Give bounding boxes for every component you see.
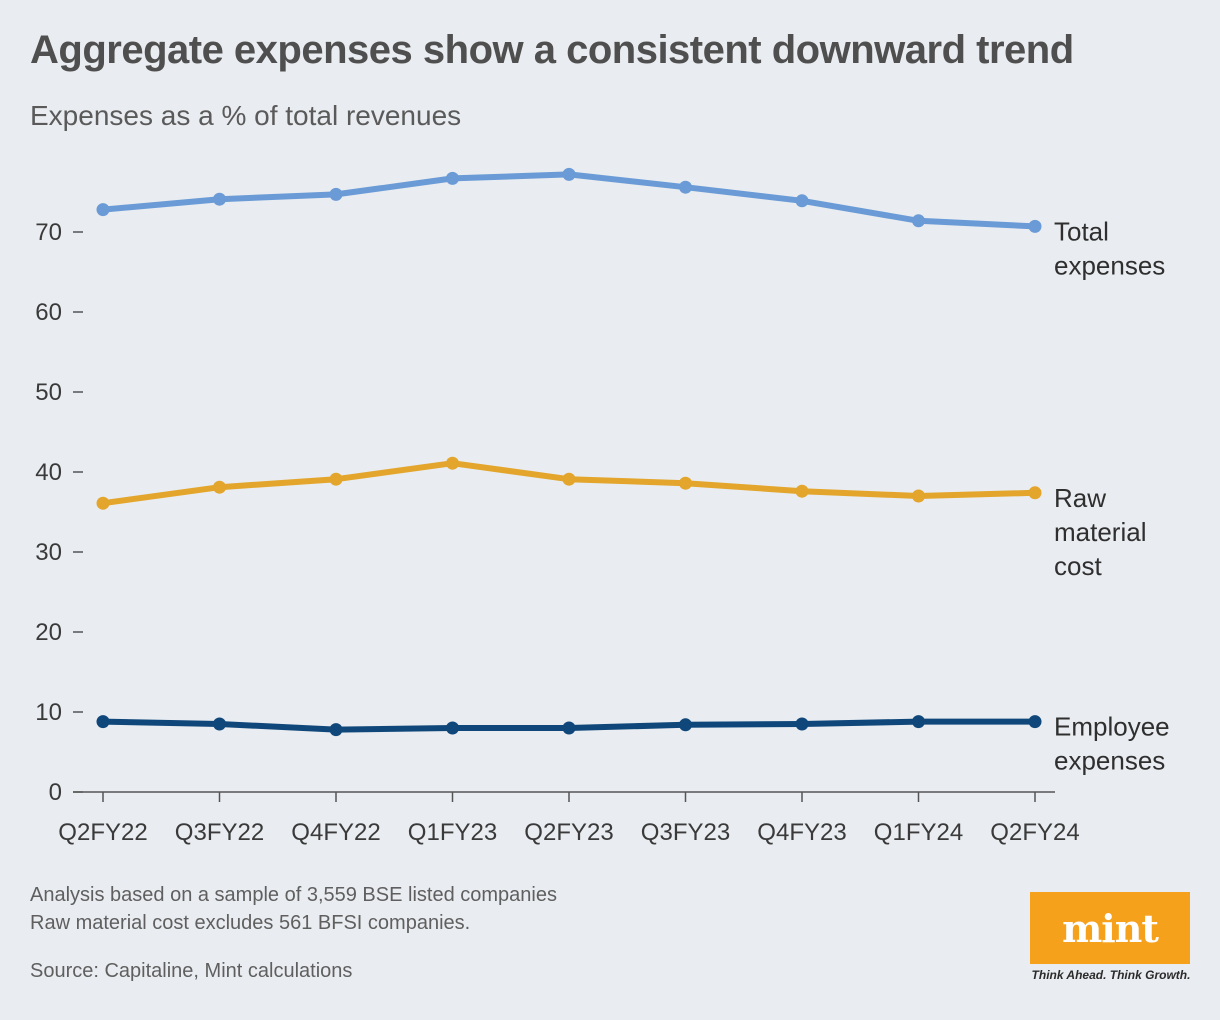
- footnote-sample: Analysis based on a sample of 3,559 BSE …: [30, 884, 557, 906]
- point-raw-material-cost-Q4FY22: [329, 472, 343, 486]
- footnote-exclusion: Raw material cost excludes 561 BFSI comp…: [30, 912, 471, 934]
- x-tick-label-Q4FY22: Q4FY22: [291, 819, 380, 846]
- x-tick-label-Q2FY23: Q2FY23: [524, 819, 613, 846]
- y-tick-label-10: 10: [35, 699, 62, 726]
- series-label-employee-expenses-0: Employee: [1054, 712, 1170, 742]
- point-total-expenses-Q1FY23: [446, 171, 459, 185]
- series-label-employee-expenses-1: expenses: [1054, 746, 1165, 776]
- series-label-raw-material-cost-2: cost: [1054, 551, 1102, 581]
- point-total-expenses-Q2FY23: [562, 167, 576, 181]
- x-tick-label-Q2FY22: Q2FY22: [58, 819, 147, 846]
- x-tick-label-Q3FY22: Q3FY22: [175, 819, 264, 846]
- point-total-expenses-Q2FY24: [1028, 219, 1042, 233]
- mint-logo: mint: [1030, 892, 1190, 964]
- point-total-expenses-Q2FY22: [96, 203, 110, 217]
- y-tick-label-40: 40: [35, 459, 62, 486]
- point-raw-material-cost-Q1FY24: [912, 489, 925, 503]
- point-total-expenses-Q4FY22: [329, 187, 343, 201]
- x-tick-label-Q4FY23: Q4FY23: [757, 819, 846, 846]
- point-raw-material-cost-Q4FY23: [795, 484, 809, 498]
- series-label-raw-material-cost-0: Raw: [1054, 483, 1106, 513]
- y-tick-label-0: 0: [49, 779, 62, 806]
- point-employee-expenses-Q4FY22: [329, 723, 343, 737]
- x-tick-label-Q1FY24: Q1FY24: [874, 819, 963, 846]
- y-tick-label-70: 70: [35, 219, 62, 246]
- point-employee-expenses-Q2FY24: [1028, 715, 1042, 729]
- point-employee-expenses-Q3FY23: [679, 718, 692, 732]
- point-employee-expenses-Q1FY24: [912, 715, 925, 729]
- y-tick-label-60: 60: [35, 299, 62, 326]
- chart-title: Aggregate expenses show a consistent dow…: [30, 28, 1074, 72]
- point-raw-material-cost-Q2FY22: [96, 496, 110, 510]
- x-tick-label-Q2FY24: Q2FY24: [990, 819, 1079, 846]
- point-employee-expenses-Q1FY23: [446, 721, 459, 735]
- point-raw-material-cost-Q2FY23: [562, 472, 576, 486]
- chart-subtitle: Expenses as a % of total revenues: [30, 100, 462, 131]
- point-total-expenses-Q1FY24: [912, 214, 925, 228]
- x-tick-label-Q3FY23: Q3FY23: [641, 819, 730, 846]
- x-tick-label-Q1FY23: Q1FY23: [408, 819, 497, 846]
- series-label-total-expenses-1: expenses: [1054, 250, 1165, 280]
- point-employee-expenses-Q2FY22: [96, 715, 110, 729]
- y-tick-label-20: 20: [35, 619, 62, 646]
- source-note: Source: Capitaline, Mint calculations: [30, 960, 353, 982]
- point-raw-material-cost-Q3FY23: [679, 476, 692, 490]
- point-raw-material-cost-Q1FY23: [446, 456, 459, 470]
- y-tick-label-50: 50: [35, 379, 62, 406]
- y-tick-label-30: 30: [35, 539, 62, 566]
- point-total-expenses-Q3FY22: [213, 192, 226, 206]
- point-total-expenses-Q3FY23: [679, 180, 692, 194]
- point-raw-material-cost-Q2FY24: [1028, 486, 1042, 500]
- point-total-expenses-Q4FY23: [795, 194, 809, 208]
- series-label-raw-material-cost-1: material: [1054, 517, 1146, 547]
- series-line-total-expenses: [100, 171, 1038, 230]
- point-raw-material-cost-Q3FY22: [213, 480, 226, 494]
- series-label-total-expenses-0: Total: [1054, 216, 1109, 246]
- point-employee-expenses-Q2FY23: [562, 721, 576, 735]
- point-employee-expenses-Q4FY23: [795, 717, 809, 731]
- mint-tagline: Think Ahead. Think Growth.: [1031, 968, 1191, 982]
- point-employee-expenses-Q3FY22: [213, 717, 226, 731]
